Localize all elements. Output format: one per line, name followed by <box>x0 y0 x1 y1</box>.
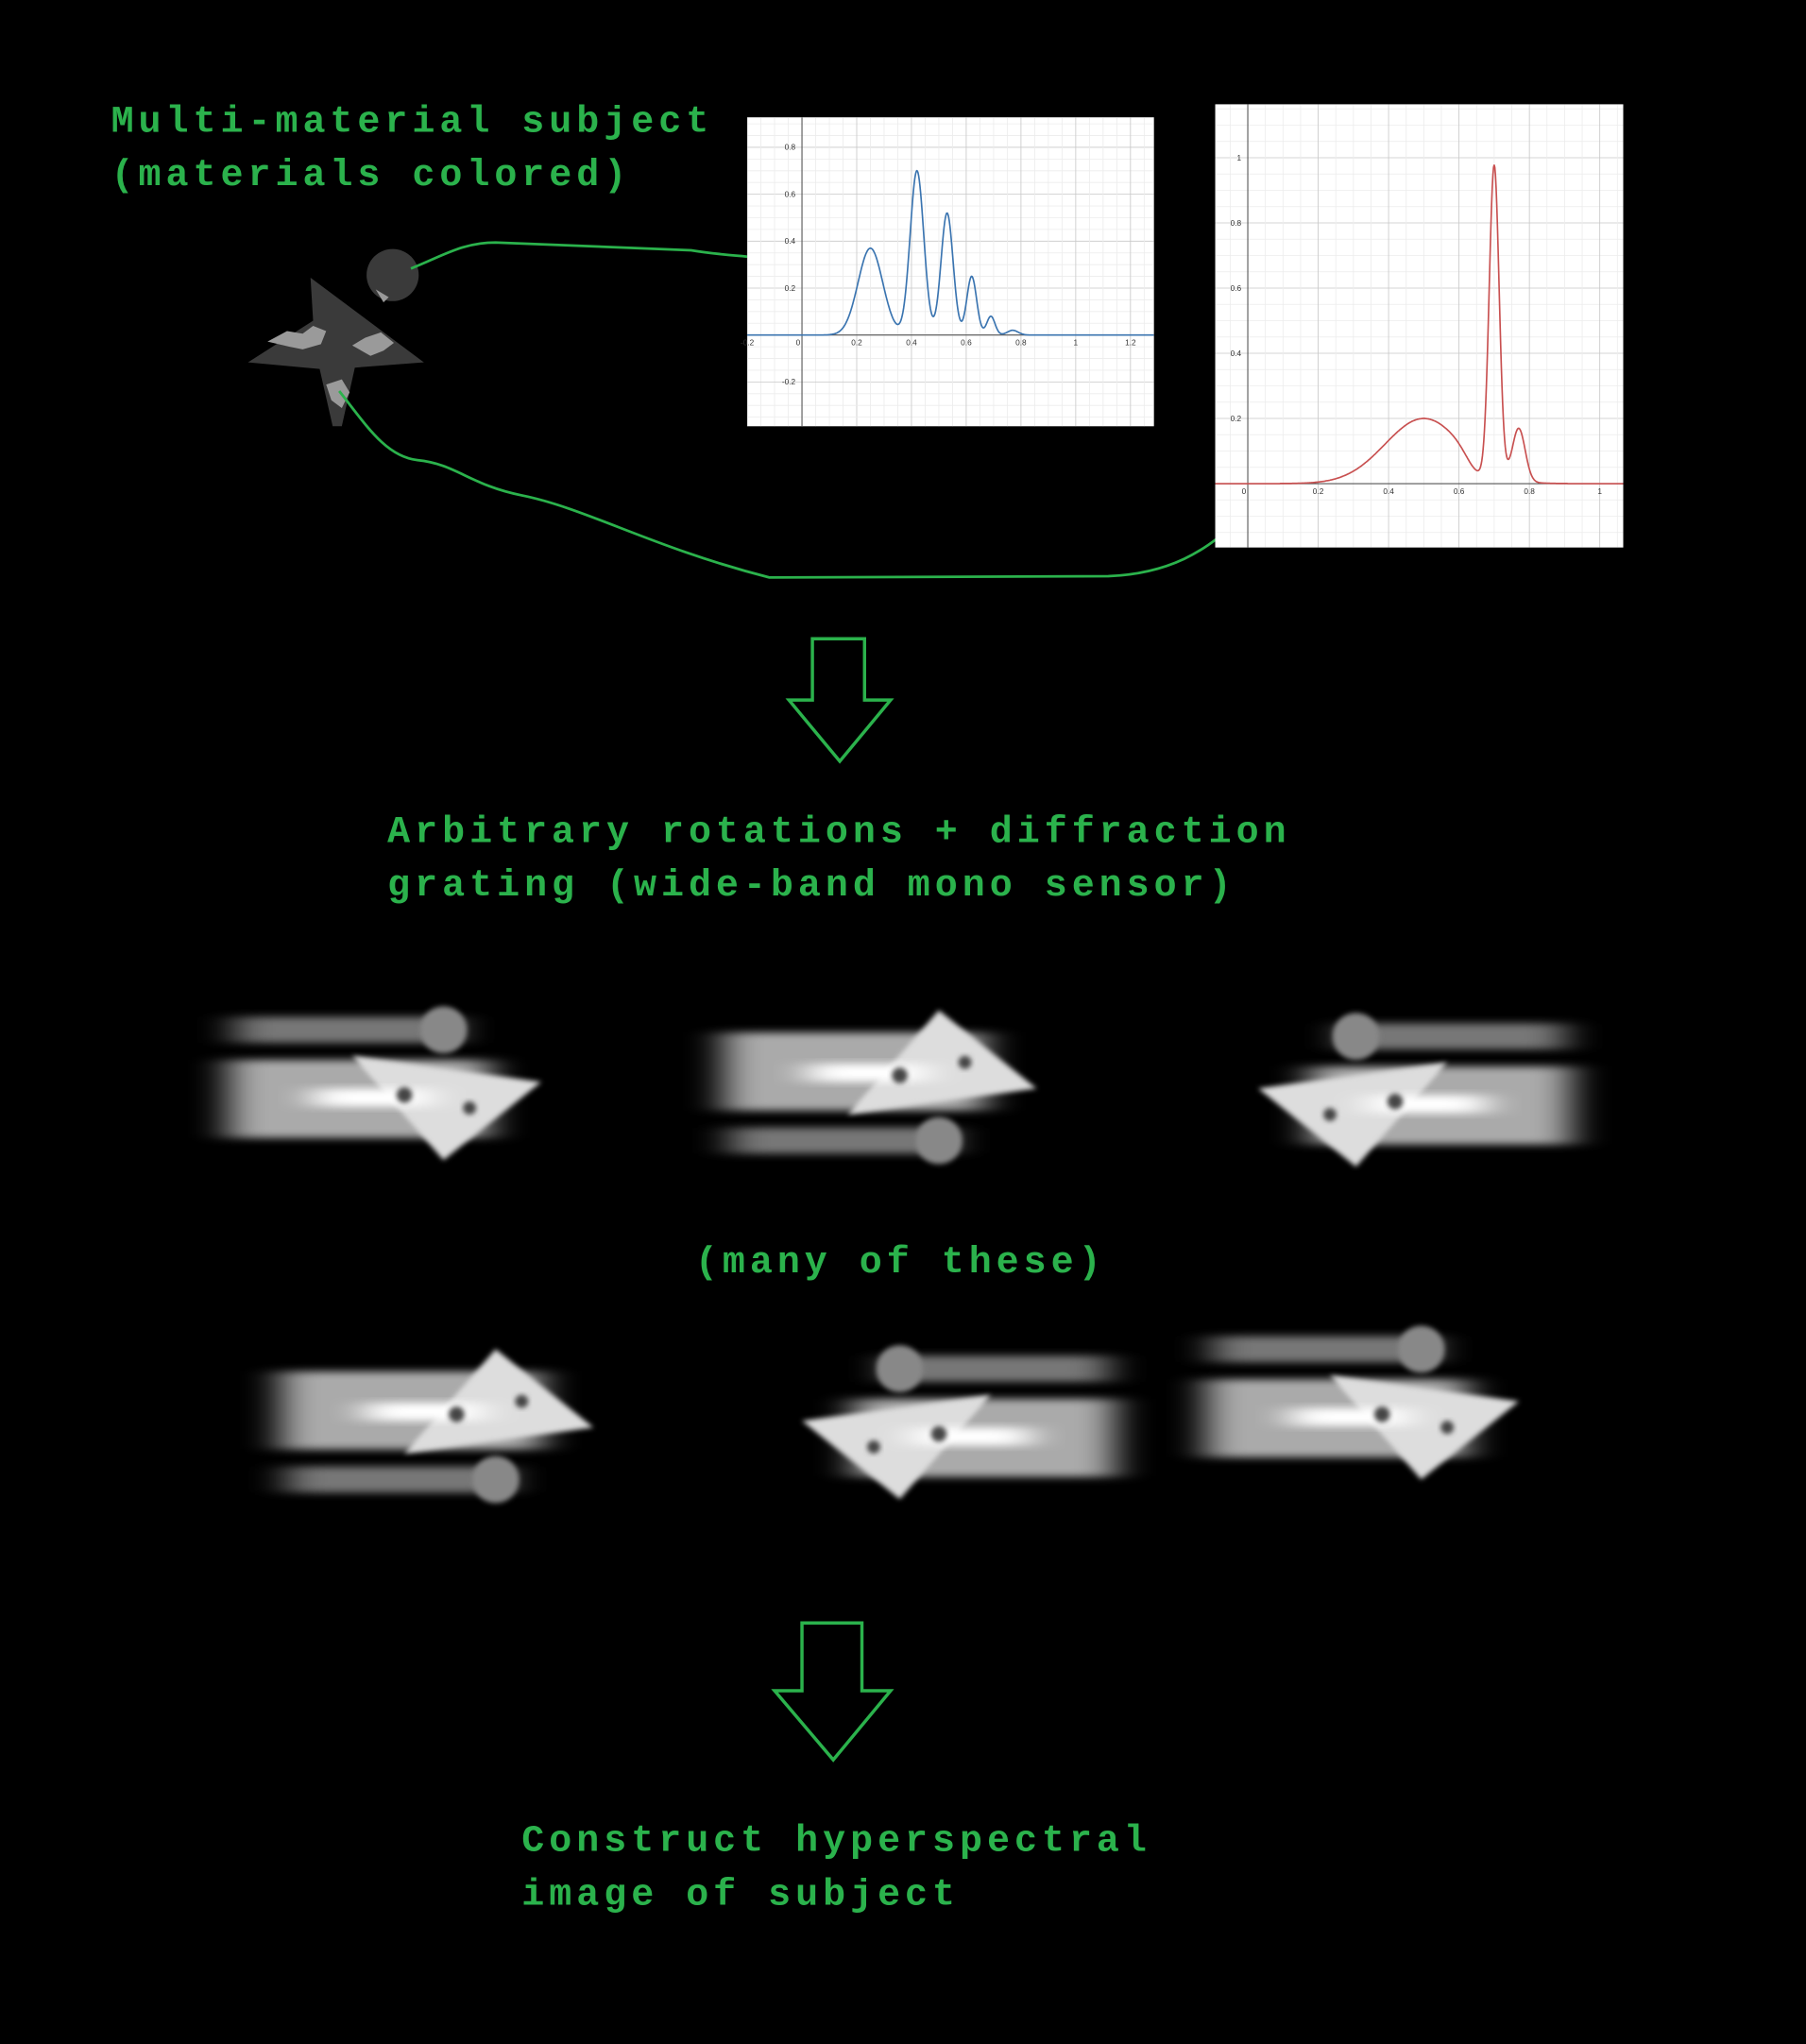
caption: Construct hyperspectral <box>521 1821 1151 1864</box>
x-tick-label: 0.6 <box>961 339 972 348</box>
y-tick-label: 0.4 <box>1231 349 1242 358</box>
y-tick-label: 0.2 <box>785 284 796 293</box>
caption: grating (wide-band mono sensor) <box>387 865 1235 908</box>
y-tick-label: 0.4 <box>785 237 796 246</box>
x-tick-label: 0 <box>796 339 801 348</box>
plot-area <box>1215 104 1624 548</box>
x-tick-label: 1.2 <box>1125 339 1136 348</box>
subject <box>247 248 424 427</box>
x-tick-label: 0.4 <box>906 339 917 348</box>
x-tick-label: 0.8 <box>1524 487 1535 496</box>
x-tick-label: 0 <box>1242 487 1247 496</box>
plot-background <box>1215 104 1624 548</box>
y-tick-label: 1 <box>1237 154 1242 162</box>
y-tick-label: 0.8 <box>1231 219 1242 228</box>
arrow <box>785 637 894 764</box>
y-tick-label: 0.6 <box>1231 284 1242 293</box>
spectrum-plot: 0 0.2 0.4 0.6 0.8 1 1 0.8 0.6 0.4 0.2 <box>1215 104 1624 548</box>
x-tick-label: 0.8 <box>1015 339 1027 348</box>
spectrum-curve <box>747 169 1154 336</box>
link <box>338 390 1249 579</box>
x-tick-label: 0.4 <box>1383 487 1394 496</box>
y-tick-label: -0.2 <box>782 378 796 386</box>
y-tick-label: 0.8 <box>785 144 796 152</box>
y-tick-label: 0.6 <box>785 190 796 198</box>
x-tick-label: 1 <box>1597 487 1602 496</box>
caption: image of subject <box>521 1874 960 1916</box>
link <box>410 241 775 270</box>
x-tick-label: 1 <box>1074 339 1079 348</box>
spectrum-plot: -0.2 0 0.2 0.4 0.6 0.8 1 1.2 0.8 0.6 0.4 0.2 -0.2 <box>741 117 1154 427</box>
caption: Multi-material subject <box>111 101 714 144</box>
x-tick-label: -0.2 <box>741 339 755 348</box>
x-tick-label: 0.2 <box>1313 487 1324 496</box>
y-tick-label: 0.2 <box>1231 415 1242 423</box>
caption: (materials colored) <box>111 155 632 197</box>
spectrum-curve <box>1215 164 1624 485</box>
arrow <box>771 1621 894 1763</box>
caption: (many of these) <box>695 1242 1106 1285</box>
x-tick-label: 0.6 <box>1454 487 1465 496</box>
x-tick-label: 0.2 <box>851 339 862 348</box>
plot-area <box>747 117 1154 427</box>
caption: Arbitrary rotations + diffraction <box>387 812 1290 855</box>
plot-background <box>747 117 1154 427</box>
